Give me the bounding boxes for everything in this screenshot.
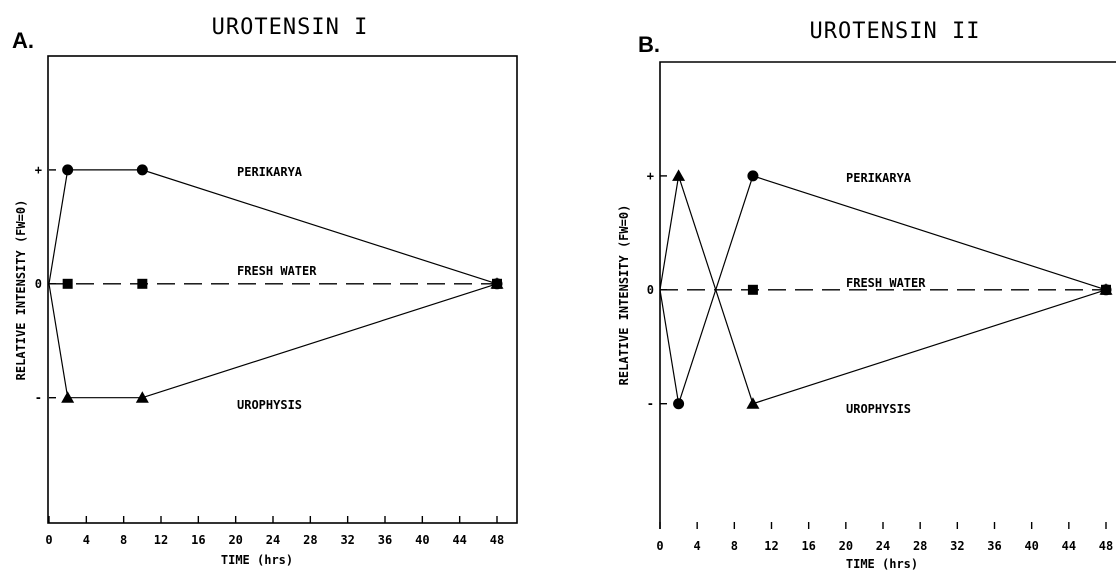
panel-b-series-labels: PERIKARYA FRESH WATER UROPHYSIS — [846, 171, 926, 416]
x-tick-label: 12 — [154, 533, 168, 547]
x-tick-label: 32 — [340, 533, 354, 547]
x-tick-label: 40 — [415, 533, 429, 547]
panel-a-y-axis-label: RELATIVE INTENSITY (FW=0) — [14, 200, 28, 381]
x-tick-label: 8 — [120, 533, 127, 547]
panel-b-plot-frame — [660, 62, 1116, 529]
perikarya-point — [673, 398, 684, 409]
x-tick-label: 20 — [839, 539, 853, 553]
urophysis-point — [61, 391, 74, 403]
panel-b-x-ticks: 0 4 8 12 16 20 24 28 32 36 40 44 48 — [656, 522, 1113, 553]
panel-b-label-perikarya: PERIKARYA — [846, 171, 912, 185]
x-tick-label: 48 — [1099, 539, 1113, 553]
y-tick-label: - — [647, 397, 654, 411]
panel-a-label-urophysis: UROPHYSIS — [237, 398, 302, 412]
x-tick-label: 4 — [694, 539, 701, 553]
urophysis-point — [136, 391, 149, 403]
panel-b-label-urophysis: UROPHYSIS — [846, 402, 911, 416]
y-tick-label: + — [647, 169, 654, 183]
panel-b-y-axis-label: RELATIVE INTENSITY (FW=0) — [617, 205, 631, 386]
fresh-water-point — [748, 285, 758, 295]
panel-a-series — [49, 164, 504, 402]
x-tick-label: 8 — [731, 539, 738, 553]
x-tick-label: 0 — [45, 533, 52, 547]
panel-b-label-fresh-water: FRESH WATER — [846, 276, 926, 290]
x-tick-label: 4 — [83, 533, 90, 547]
y-tick-label: 0 — [35, 277, 42, 291]
fresh-water-point — [137, 279, 147, 289]
panel-a-label-fresh-water: FRESH WATER — [237, 264, 317, 278]
x-tick-label: 24 — [876, 539, 890, 553]
x-tick-label: 36 — [987, 539, 1001, 553]
x-tick-label: 12 — [764, 539, 778, 553]
panel-a-title: UROTENSIN I — [212, 15, 369, 40]
urophysis-point — [746, 397, 759, 409]
urophysis-line — [49, 284, 497, 398]
x-tick-label: 44 — [452, 533, 466, 547]
fresh-water-point — [63, 279, 73, 289]
panel-a-x-axis-label: TIME (hrs) — [221, 553, 293, 567]
panel-b-letter: B. — [638, 32, 660, 57]
perikarya-point — [137, 164, 148, 175]
panel-a-x-ticks: 0 4 8 12 16 20 24 28 32 36 40 44 48 — [45, 516, 504, 547]
panel-b-title: UROTENSIN II — [810, 19, 981, 44]
x-tick-label: 44 — [1062, 539, 1076, 553]
panel-a-series-labels: PERIKARYA FRESH WATER UROPHYSIS — [237, 165, 317, 412]
x-tick-label: 28 — [303, 533, 317, 547]
x-tick-label: 32 — [950, 539, 964, 553]
panel-a: A. UROTENSIN I 0 4 8 12 16 20 24 28 32 36 40 44 48 +… — [12, 15, 517, 567]
panel-a-label-perikarya: PERIKARYA — [237, 165, 303, 179]
y-tick-label: + — [35, 163, 42, 177]
y-tick-label: - — [35, 391, 42, 405]
panel-b: B. UROTENSIN II 0 4 8 12 16 20 24 28 32 36 40 44 48 … — [617, 19, 1116, 571]
x-tick-label: 40 — [1024, 539, 1038, 553]
x-tick-label: 16 — [191, 533, 205, 547]
urophysis-point — [672, 169, 685, 181]
x-tick-label: 48 — [490, 533, 504, 547]
x-tick-label: 0 — [656, 539, 663, 553]
x-tick-label: 20 — [228, 533, 242, 547]
x-tick-label: 28 — [913, 539, 927, 553]
panel-a-plot-frame — [48, 56, 517, 523]
panel-a-letter: A. — [12, 28, 34, 53]
perikarya-point — [747, 170, 758, 181]
perikarya-point — [62, 164, 73, 175]
panel-b-x-axis-label: TIME (hrs) — [846, 557, 918, 571]
x-tick-label: 16 — [801, 539, 815, 553]
y-tick-label: 0 — [647, 283, 654, 297]
x-tick-label: 24 — [266, 533, 280, 547]
x-tick-label: 36 — [378, 533, 392, 547]
